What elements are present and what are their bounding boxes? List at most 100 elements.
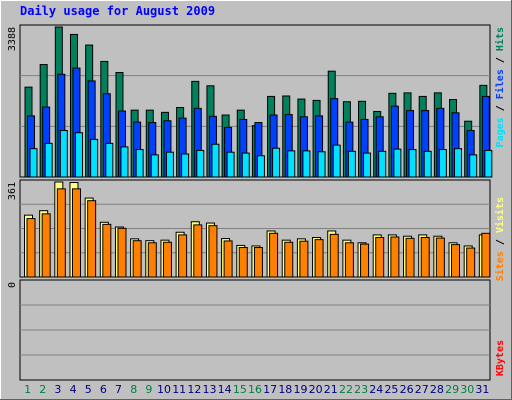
pages-bar-day-23 xyxy=(363,152,372,178)
pages-bar-day-13 xyxy=(211,143,220,178)
x-tick-label-day-18: 18 xyxy=(278,383,292,396)
pages-bar-day-15 xyxy=(241,152,250,178)
pages-bar-day-14 xyxy=(226,151,235,178)
sites-bar-day-10 xyxy=(162,241,172,278)
pages-bar-day-26 xyxy=(408,149,417,178)
sites-bar-day-11 xyxy=(178,234,188,278)
pages-bar-day-18 xyxy=(287,150,296,178)
y-max-label-1: 3388 xyxy=(7,27,18,51)
sites-bar-day-25 xyxy=(390,236,400,278)
pages-bar-day-3 xyxy=(59,130,68,178)
pages-bar-day-6 xyxy=(105,142,114,178)
x-tick-label-day-19: 19 xyxy=(293,383,307,396)
pages-bar-day-29 xyxy=(454,148,463,178)
x-tick-label-day-1: 1 xyxy=(24,383,31,396)
pages-bar-day-31 xyxy=(484,149,493,178)
plot-area: 3388 361 0 Pages / Files / Hits Sites / Visi… xyxy=(7,24,506,381)
panel-3 xyxy=(19,279,491,381)
sites-bar-day-24 xyxy=(375,237,385,278)
x-tick-label-day-10: 10 xyxy=(157,383,171,396)
panel-1 xyxy=(19,24,493,178)
x-tick-label-day-22: 22 xyxy=(339,383,353,396)
x-tick-label-day-8: 8 xyxy=(130,383,137,396)
sites-bar-day-21 xyxy=(329,233,339,278)
pages-bar-day-5 xyxy=(90,138,99,178)
sites-bar-day-31 xyxy=(481,232,491,278)
pages-bar-day-10 xyxy=(165,151,174,178)
sites-bar-day-5 xyxy=(87,200,97,278)
pages-bar-day-21 xyxy=(332,144,341,178)
pages-bar-day-16 xyxy=(256,155,265,178)
y-max-label-2: 361 xyxy=(7,182,18,200)
x-tick-label-day-4: 4 xyxy=(70,383,77,396)
x-tick-label-day-6: 6 xyxy=(100,383,107,396)
sites-bar-day-27 xyxy=(420,237,430,278)
pages-bar-day-28 xyxy=(438,149,447,178)
sites-bar-day-18 xyxy=(284,241,294,278)
x-tick-label-day-3: 3 xyxy=(54,383,61,396)
pages-bar-day-20 xyxy=(317,151,326,178)
legend-entry-hits: Hits xyxy=(494,27,506,51)
x-tick-label-day-27: 27 xyxy=(415,383,429,396)
pages-bar-day-25 xyxy=(393,148,402,178)
x-tick-label-day-31: 31 xyxy=(475,383,489,396)
sites-bar-day-22 xyxy=(344,242,354,278)
x-tick-label-day-12: 12 xyxy=(187,383,201,396)
sites-bar-day-12 xyxy=(193,224,203,278)
legend-entry-files: Files xyxy=(494,69,506,99)
pages-bar-day-2 xyxy=(44,142,53,178)
x-tick-label-day-5: 5 xyxy=(85,383,92,396)
pages-bar-day-11 xyxy=(181,153,190,178)
sites-bar-day-3 xyxy=(56,188,66,278)
x-tick-label-day-21: 21 xyxy=(324,383,338,396)
pages-bar-day-27 xyxy=(423,150,432,178)
x-tick-label-day-14: 14 xyxy=(218,383,232,396)
legend-entry-sites: Sites xyxy=(494,251,506,281)
sites-bar-day-20 xyxy=(314,239,324,278)
x-tick-label-day-28: 28 xyxy=(430,383,444,396)
sites-bar-day-1 xyxy=(26,218,36,278)
pages-bar-day-30 xyxy=(469,154,478,178)
pages-bar-day-22 xyxy=(347,150,356,178)
sites-bar-day-4 xyxy=(71,188,81,278)
legend-entry-kbytes: KBytes xyxy=(495,340,506,376)
sites-bar-day-14 xyxy=(223,240,233,278)
x-tick-label-day-11: 11 xyxy=(172,383,186,396)
legend-3: KBytes xyxy=(495,340,506,376)
x-tick-label-day-30: 30 xyxy=(460,383,474,396)
x-tick-labels: 1 2 3 4 5 6 7 8 9 10 11 12 13 14 15 16 17 18 19 20 21 22 23 24 2… xyxy=(24,383,489,396)
x-tick-label-day-7: 7 xyxy=(115,383,122,396)
pages-bar-day-24 xyxy=(378,150,387,178)
x-tick-label-day-17: 17 xyxy=(263,383,277,396)
pages-bar-day-7 xyxy=(120,146,129,178)
sites-bar-day-28 xyxy=(435,237,445,278)
x-tick-label-day-25: 25 xyxy=(384,383,398,396)
x-tick-label-day-20: 20 xyxy=(309,383,323,396)
sites-bar-day-30 xyxy=(466,247,476,278)
pages-bar-day-19 xyxy=(302,150,311,178)
x-tick-label-day-16: 16 xyxy=(248,383,262,396)
x-tick-label-day-15: 15 xyxy=(233,383,247,396)
sites-bar-day-23 xyxy=(360,243,370,278)
sites-bar-day-13 xyxy=(208,225,218,278)
x-tick-label-day-9: 9 xyxy=(145,383,152,396)
legend-1: Pages / Files / Hits xyxy=(494,27,506,147)
x-tick-label-day-2: 2 xyxy=(39,383,46,396)
pages-bar-day-12 xyxy=(196,149,205,178)
y-max-label-3: 0 xyxy=(7,282,18,288)
pages-bar-day-17 xyxy=(272,147,281,178)
sites-bar-day-8 xyxy=(132,240,142,278)
sites-bar-day-6 xyxy=(102,223,112,278)
pages-bar-day-8 xyxy=(135,149,144,178)
sites-bar-day-29 xyxy=(451,244,461,278)
sites-bar-day-17 xyxy=(269,232,279,278)
sites-bar-day-16 xyxy=(253,247,263,278)
x-tick-label-day-13: 13 xyxy=(203,383,217,396)
panel-2 xyxy=(19,179,491,278)
legend-entry-visits: Visits xyxy=(494,197,506,233)
sites-bar-day-19 xyxy=(299,240,309,278)
chart-title: Daily usage for August 2009 xyxy=(20,4,215,18)
sites-bar-day-2 xyxy=(41,213,51,278)
sites-bar-day-9 xyxy=(147,242,157,278)
